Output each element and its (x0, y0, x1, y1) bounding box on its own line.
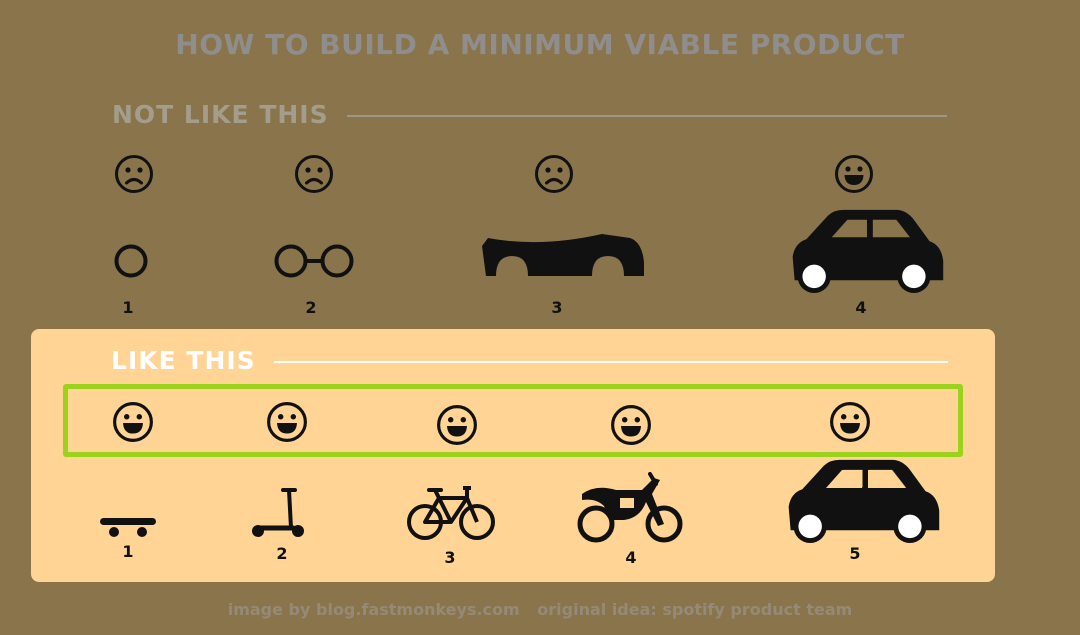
car-icon (780, 456, 942, 544)
wheel-icon (114, 244, 148, 278)
bicycle-icon (407, 486, 495, 540)
step-number: 2 (276, 544, 288, 563)
car-icon (784, 206, 946, 294)
footer-idea: original idea: spotify product team (537, 600, 853, 619)
motorcycle-icon (577, 472, 683, 543)
step-number: 4 (855, 298, 867, 317)
happy-face-icon (829, 401, 871, 443)
not-like-this-divider (347, 115, 947, 117)
step-number: 1 (122, 542, 134, 561)
happy-face-icon (266, 401, 308, 443)
step-number: 3 (551, 298, 563, 317)
step-number: 3 (444, 548, 456, 567)
car-body-shell-icon (482, 234, 644, 276)
step-number: 4 (625, 548, 637, 567)
not-like-this-label: NOT LIKE THIS (112, 100, 329, 129)
sad-face-icon (294, 154, 334, 194)
like-this-divider (274, 361, 948, 363)
step-number: 1 (122, 298, 134, 317)
step-number: 2 (305, 298, 317, 317)
sad-face-icon (114, 154, 154, 194)
happy-face-icon (610, 404, 652, 446)
page-title: HOW TO BUILD A MINIMUM VIABLE PRODUCT (175, 28, 905, 61)
happy-face-icon (112, 401, 154, 443)
scooter-icon (252, 488, 304, 537)
footer-credit: image by blog.fastmonkeys.com (227, 600, 520, 619)
footer-credits: image by blog.fastmonkeys.com original i… (0, 600, 1080, 619)
step-number: 5 (849, 544, 861, 563)
sad-face-icon (534, 154, 574, 194)
axle-wheels-icon (274, 244, 354, 278)
happy-customer-highlight (63, 384, 963, 457)
like-this-label: LIKE THIS (111, 346, 256, 375)
happy-face-icon (436, 404, 478, 446)
skateboard-icon (100, 518, 156, 537)
happy-face-icon (834, 154, 874, 194)
